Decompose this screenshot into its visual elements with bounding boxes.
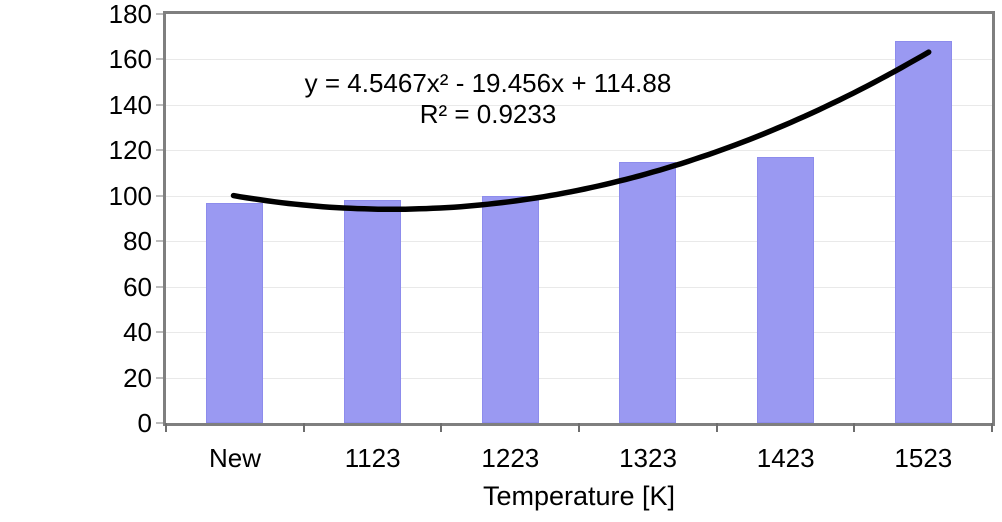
gridline	[166, 286, 992, 288]
gridline	[166, 241, 992, 243]
y-tick-label-160: 160	[108, 44, 152, 75]
y-tick-label-100: 100	[108, 180, 152, 211]
x-tick-mark	[715, 423, 718, 432]
x-tick-label-1323: 1323	[619, 443, 677, 473]
gridline	[166, 59, 992, 61]
plot-area: y = 4.5467x² - 19.456x + 114.88 R² = 0.9…	[163, 11, 995, 426]
gridline	[166, 332, 992, 334]
x-tick-mark	[302, 423, 305, 432]
trendline-annotation: y = 4.5467x² - 19.456x + 114.88 R² = 0.9…	[258, 68, 718, 130]
bar-New	[206, 202, 264, 423]
y-tick-label-0: 0	[137, 408, 152, 438]
bar-1223	[481, 195, 539, 423]
y-tick-mark	[156, 13, 163, 15]
y-tick-mark	[156, 285, 163, 288]
y-tick-label-140: 140	[108, 89, 152, 120]
x-tick-mark	[165, 423, 167, 432]
bar-1123	[344, 200, 401, 423]
y-tick-mark	[156, 58, 163, 61]
gridline	[166, 195, 992, 197]
trendline-r-squared: R² = 0.9233	[419, 99, 557, 129]
y-tick-mark	[156, 376, 163, 379]
x-tick-label-1423: 1423	[756, 443, 815, 473]
x-tick-mark	[578, 423, 580, 432]
x-tick-label-1223: 1223	[481, 443, 540, 473]
x-tick-mark	[440, 423, 443, 432]
bar-1423	[757, 157, 814, 423]
y-tick-mark	[156, 331, 163, 334]
y-tick-label-60: 60	[123, 271, 152, 302]
y-tick-label-40: 40	[123, 317, 152, 348]
x-axis-title: Temperature [K]	[482, 481, 676, 511]
x-tick-mark	[991, 423, 993, 432]
trendline-curve	[230, 49, 932, 213]
bar-1523	[894, 41, 952, 423]
y-tick-mark	[156, 149, 163, 152]
y-tick-mark	[156, 240, 163, 243]
y-tick-mark	[156, 422, 163, 424]
x-tick-label-1123: 1123	[344, 443, 401, 473]
bar-1323	[619, 161, 677, 423]
y-tick-mark	[156, 103, 163, 106]
y-tick-label-180: 180	[108, 0, 152, 29]
y-tick-label-120: 120	[108, 135, 152, 166]
x-tick-mark	[853, 423, 856, 432]
x-tick-label-New: New	[208, 443, 261, 473]
y-tick-label-80: 80	[123, 226, 152, 257]
gridline	[166, 104, 992, 106]
gridline	[166, 377, 992, 379]
x-tick-label-1523: 1523	[894, 443, 953, 473]
trendline-equation: y = 4.5467x² - 19.456x + 114.88	[304, 68, 672, 98]
gridline	[166, 150, 992, 152]
y-tick-label-20: 20	[123, 362, 152, 393]
y-tick-mark	[156, 194, 163, 197]
